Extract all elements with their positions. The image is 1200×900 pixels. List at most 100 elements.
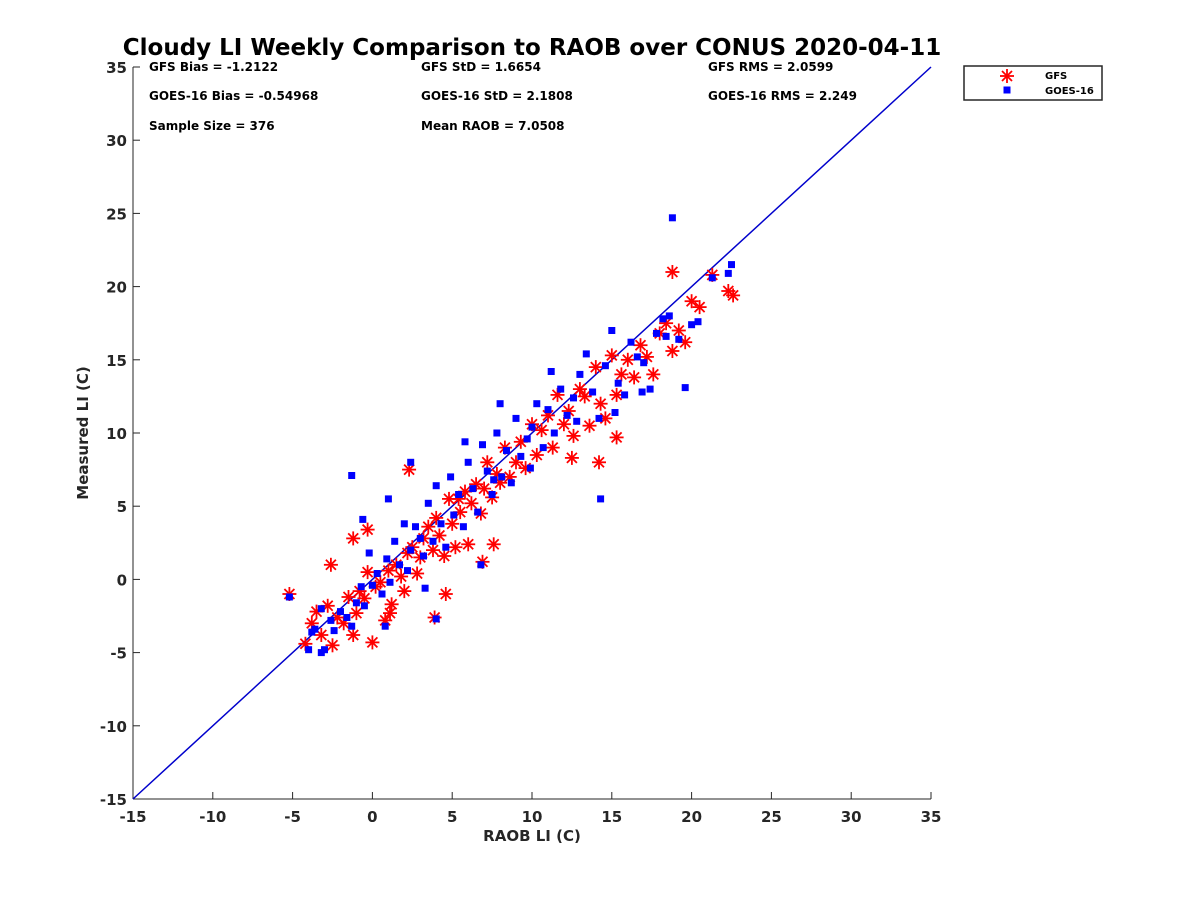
goes-16-point	[483, 467, 491, 475]
gfs-point	[609, 430, 624, 445]
goes-16-point	[378, 590, 386, 598]
gfs-point	[620, 352, 635, 367]
goes-16-point	[688, 321, 696, 329]
x-axis-label: RAOB LI (C)	[483, 827, 581, 845]
gfs-point	[346, 628, 361, 642]
goes-16-point	[570, 394, 577, 402]
gfs-point	[464, 496, 479, 511]
goes-16-point	[627, 338, 635, 346]
y-tick-label: 10	[106, 425, 127, 443]
y-axis-label: Measured LI (C)	[74, 366, 92, 499]
goes-16-point	[665, 312, 673, 320]
stat-gfs-bias: GFS Bias = -1.2122	[149, 60, 278, 74]
legend-gfs-marker	[1000, 69, 1014, 83]
gfs-point	[564, 450, 579, 465]
x-tick-label: 10	[522, 808, 543, 826]
gfs-point	[480, 455, 495, 470]
goes-16-point	[517, 452, 525, 460]
goes-16-point	[384, 495, 392, 503]
plot-area: -15 -10 -5 0 5 10 15 20 25 30 35 -15 -10 -5 0 5 10 15 20 2…	[100, 59, 942, 826]
gfs-point	[397, 584, 412, 599]
stat-goes-rms: GOES-16 RMS = 2.249	[708, 89, 857, 103]
goes-16-point	[450, 511, 458, 519]
goes-16-point	[442, 543, 450, 551]
gfs-point	[614, 367, 629, 382]
goes-16-point	[523, 435, 531, 443]
y-axis-ticks: -15 -10 -5 0 5 10 15 20 25 30 35	[100, 59, 140, 809]
goes-16-point	[359, 515, 367, 523]
goes-16-point	[708, 274, 716, 282]
gfs-point	[486, 537, 501, 552]
gfs-point	[349, 606, 364, 621]
goes-16-point	[728, 261, 735, 269]
goes-16-point	[638, 388, 646, 396]
goes-16-point	[348, 622, 356, 630]
goes-16-point	[662, 332, 670, 340]
y-tick-label: 5	[117, 498, 127, 516]
goes-16-point	[421, 584, 429, 592]
gfs-point	[529, 448, 544, 462]
legend-goes-label: GOES-16	[1045, 86, 1094, 97]
gfs-point	[448, 540, 463, 555]
goes-16-point	[479, 441, 486, 449]
goes-16-point	[285, 593, 293, 601]
stat-gfs-std: GFS StD = 1.6654	[421, 60, 541, 74]
goes-16-point	[608, 327, 616, 334]
goes-16-point	[595, 414, 603, 422]
gfs-point	[566, 428, 581, 443]
goes-16-point	[668, 214, 676, 222]
goes-16-point	[404, 567, 411, 575]
goes-16-point	[597, 495, 605, 503]
goes-16-point	[407, 546, 415, 554]
gfs-point	[577, 389, 592, 404]
goes-16-point	[621, 391, 629, 399]
y-tick-label: 15	[106, 352, 127, 370]
goes-16-point	[407, 458, 415, 466]
gfs-point	[627, 370, 642, 385]
gfs-point	[545, 440, 560, 455]
x-tick-label: -10	[199, 808, 226, 826]
gfs-point	[320, 598, 335, 613]
goes-16-point	[573, 417, 581, 425]
gfs-point	[421, 519, 436, 534]
goes-16-point	[633, 353, 641, 361]
goes-16-point	[724, 269, 732, 277]
goes-16-point	[432, 615, 440, 623]
goes-16-point	[512, 414, 520, 422]
gfs-point	[592, 455, 606, 470]
goes-16-point	[400, 520, 408, 528]
goes-16-point	[357, 583, 365, 591]
gfs-point	[665, 265, 680, 279]
legend: GFS GOES-16	[963, 65, 1103, 101]
gfs-point	[684, 294, 699, 309]
y-tick-label: -5	[110, 645, 127, 663]
gfs-point	[604, 348, 619, 363]
y-tick-label: 20	[106, 279, 127, 297]
gfs-point	[477, 481, 492, 496]
goes-16-point	[496, 400, 504, 408]
goes-16-point	[461, 438, 469, 446]
goes-16-point	[547, 368, 555, 375]
goes-16-point	[544, 406, 552, 414]
stat-mean-raob: Mean RAOB = 7.0508	[421, 119, 565, 133]
goes-16-point	[659, 315, 667, 323]
goes-16-point	[429, 537, 437, 545]
gfs-point	[633, 338, 648, 353]
x-tick-label: 30	[841, 808, 862, 826]
goes-16-point	[526, 464, 534, 472]
gfs-point	[360, 522, 375, 537]
goes-16-point	[455, 491, 463, 498]
gfs-point	[426, 543, 440, 558]
goes-16-point	[601, 362, 609, 370]
gfs-point	[572, 382, 587, 397]
data-series-layer	[282, 214, 741, 657]
goes-16-point	[681, 384, 689, 392]
goes-16-point	[327, 616, 335, 624]
goes-16-point	[653, 329, 660, 337]
goes-16-point	[447, 473, 455, 481]
goes-16-point	[498, 473, 506, 481]
goes-16-point	[474, 508, 482, 516]
gfs-point	[325, 638, 340, 653]
gfs-point	[432, 528, 447, 543]
goes-16-point	[308, 628, 316, 636]
